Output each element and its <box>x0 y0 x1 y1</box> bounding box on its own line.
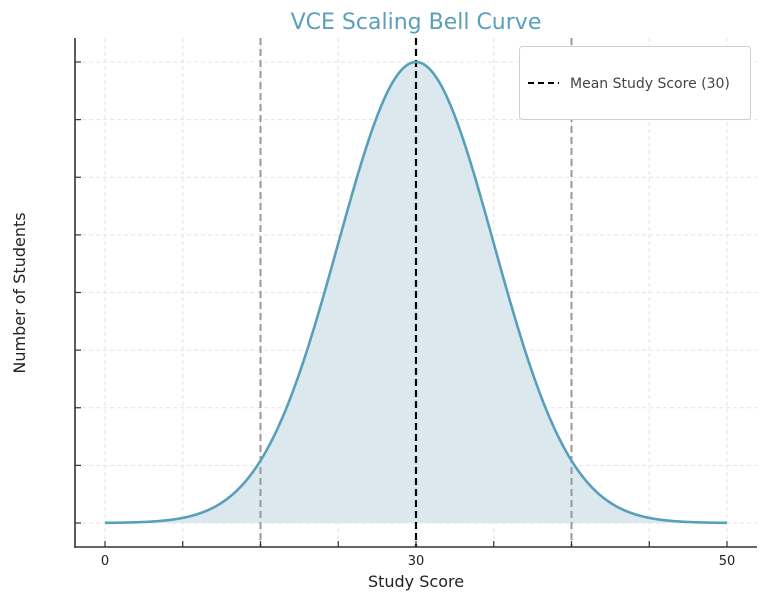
y-axis-label: Number of Students <box>10 212 29 373</box>
legend-label-mean: Mean Study Score (30) <box>570 76 730 92</box>
bell-curve-line <box>104 60 728 525</box>
x-tick-label: 50 <box>719 554 736 569</box>
legend: Mean Study Score (30) <box>519 46 751 120</box>
x-tick-label: 0 <box>101 554 109 569</box>
chart-title: VCE Scaling Bell Curve <box>291 10 542 35</box>
x-axis-label: Study Score <box>368 572 464 591</box>
x-tick-label: 30 <box>408 554 425 569</box>
x-tick-labels: 0 30 50 <box>101 554 735 569</box>
axes <box>74 38 757 548</box>
legend-box <box>519 46 751 120</box>
